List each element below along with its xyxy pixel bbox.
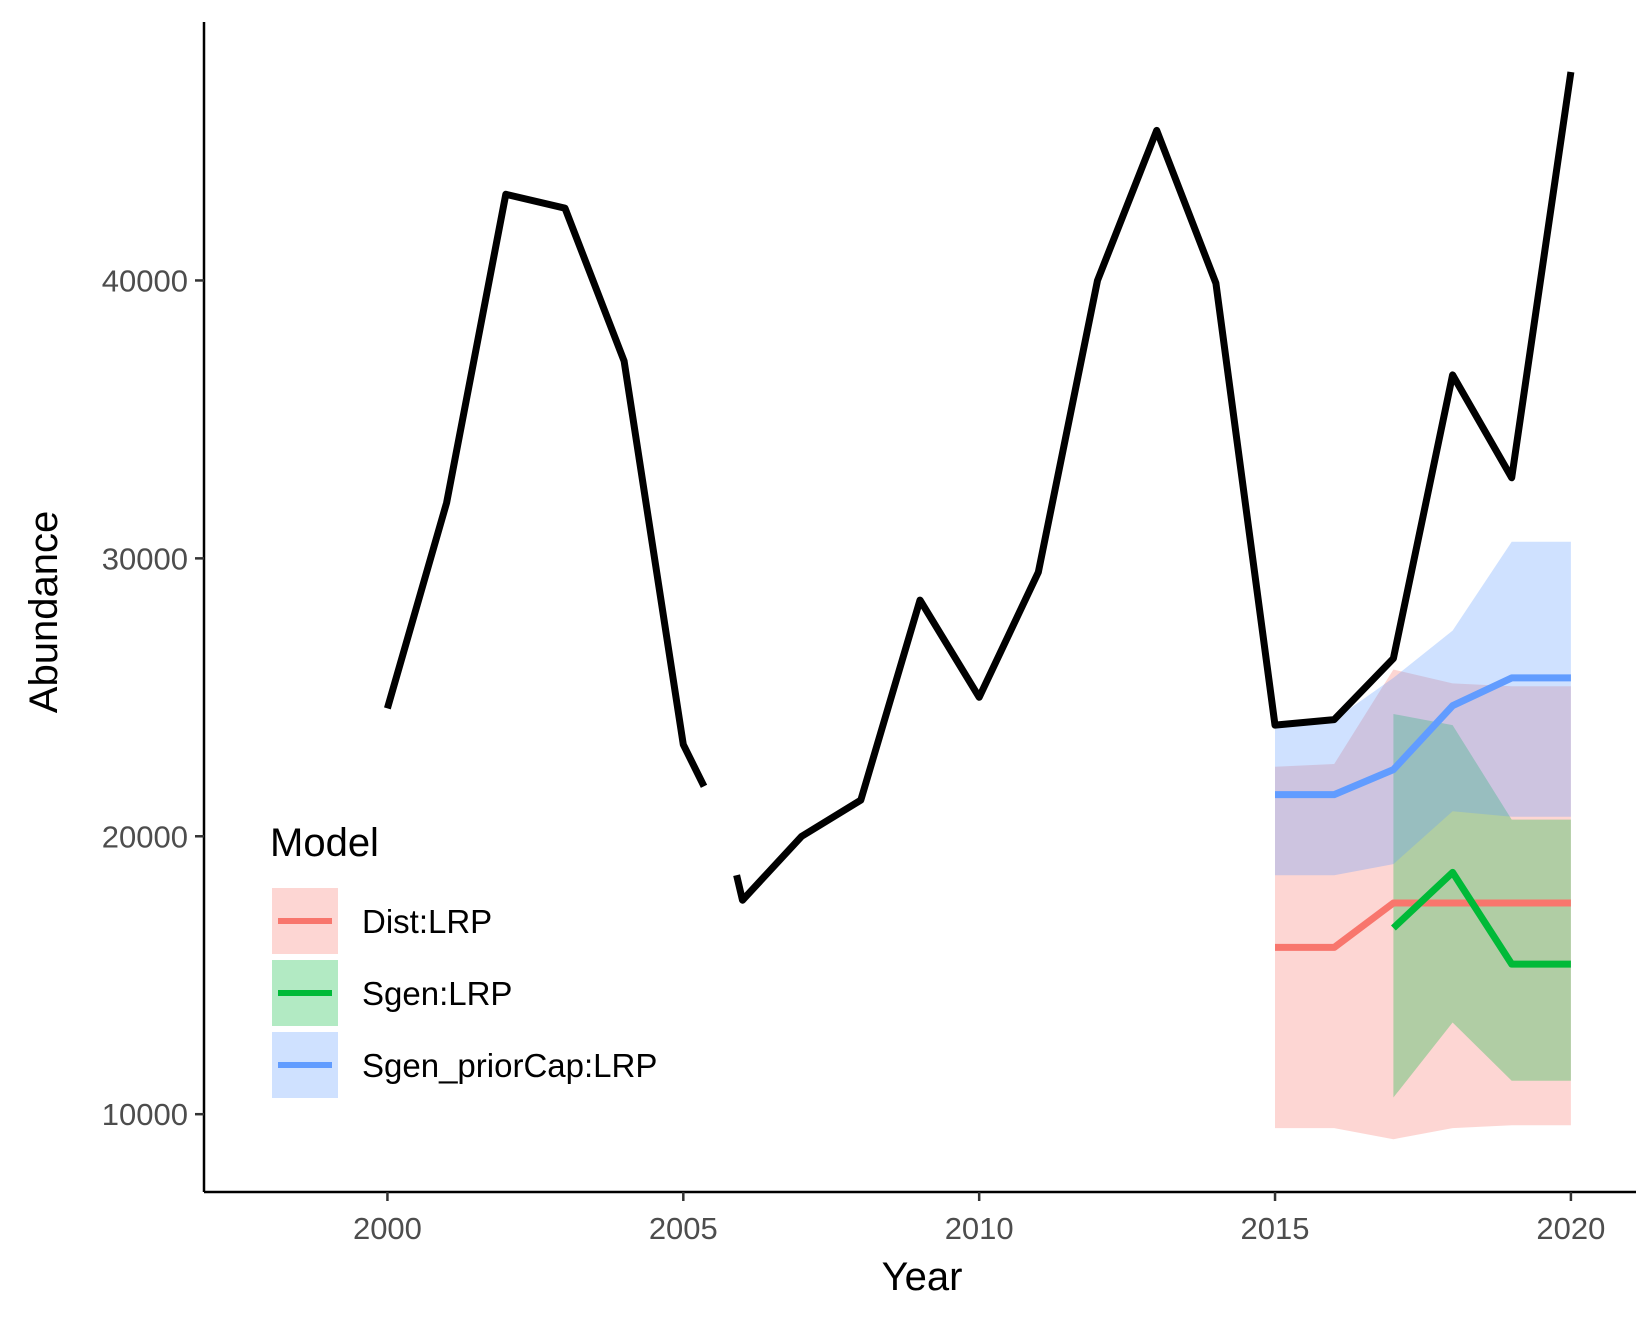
observed-abundance-line-2 <box>733 71 1575 904</box>
y-axis-title: Abundance <box>22 511 66 713</box>
y-tick-label-40000: 40000 <box>102 263 188 298</box>
x-axis-title: Year <box>882 1255 963 1299</box>
line-sgen-lrp <box>1391 868 1571 968</box>
x-tick-label-2010: 2010 <box>945 1211 1014 1246</box>
y-tick-label-10000: 10000 <box>102 1097 188 1132</box>
x-tick-label-2015: 2015 <box>1241 1211 1310 1246</box>
legend-label-dist: Dist:LRP <box>362 903 492 940</box>
observed-abundance-line-1 <box>384 190 708 788</box>
legend-item-sgen: Sgen:LRP <box>272 960 512 1026</box>
legend-title: Model <box>270 821 379 865</box>
plot-area <box>384 71 1575 1140</box>
x-tick-label-2000: 2000 <box>353 1211 422 1246</box>
line-sgen-priorcap-lrp <box>1275 674 1571 799</box>
x-tick-label-2005: 2005 <box>649 1211 718 1246</box>
legend-label-sgen: Sgen:LRP <box>362 975 512 1012</box>
axes: 2000 2005 2010 2015 2020 10000 20000 30000 40000 <box>102 22 1636 1246</box>
legend-item-sgen-priorcap: Sgen_priorCap:LRP <box>272 1032 657 1098</box>
y-tick-label-30000: 30000 <box>102 541 188 576</box>
x-tick-label-2020: 2020 <box>1536 1211 1605 1246</box>
legend-item-dist: Dist:LRP <box>272 888 492 954</box>
legend-label-sgen-priorcap: Sgen_priorCap:LRP <box>362 1047 657 1084</box>
legend: Model Dist:LRP Sgen:LRP Sgen_priorCap:LR… <box>270 821 657 1098</box>
y-tick-label-20000: 20000 <box>102 819 188 854</box>
